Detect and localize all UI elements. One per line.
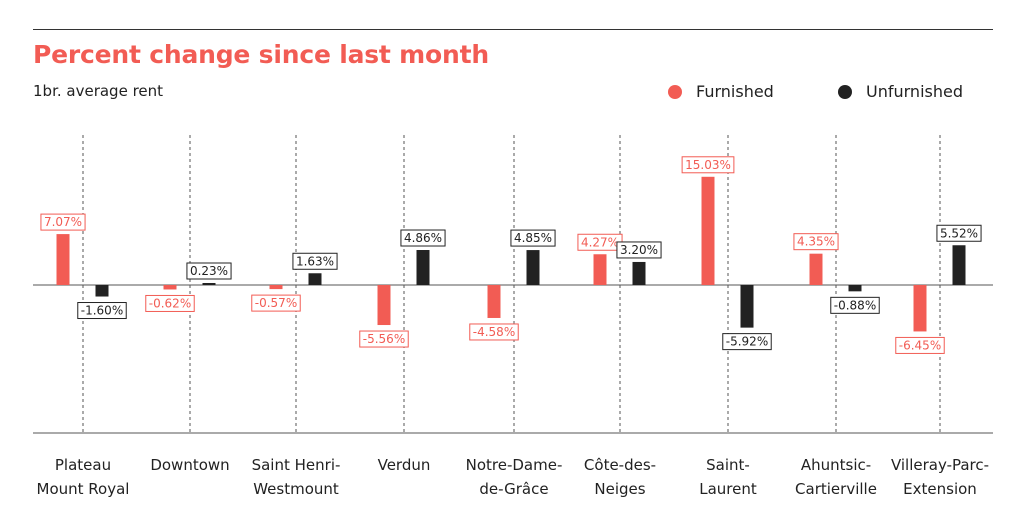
- category-label: Plateau Mount Royal: [36, 456, 130, 498]
- data-label-furnished: -6.45%: [899, 338, 941, 352]
- data-label-furnished-box: [469, 323, 519, 341]
- data-label-furnished-box: [359, 330, 409, 348]
- data-label-unfurnished: 3.20%: [620, 243, 658, 257]
- bar-furnished: [913, 285, 927, 332]
- bar-unfurnished: [416, 250, 430, 285]
- data-label-unfurnished: 0.23%: [190, 264, 228, 278]
- legend-swatch-furnished: [668, 84, 682, 99]
- data-label-furnished-box: [251, 294, 301, 312]
- data-label-furnished-box: [895, 336, 945, 354]
- top-rule: [33, 29, 993, 30]
- bar-unfurnished: [202, 283, 216, 285]
- bar-unfurnished: [632, 261, 646, 285]
- bar-unfurnished: [526, 250, 540, 285]
- bar-furnished: [377, 285, 391, 326]
- bar-furnished: [269, 285, 283, 290]
- bar-unfurnished: [95, 285, 109, 297]
- data-label-unfurnished: -5.92%: [726, 335, 768, 349]
- data-label-furnished: -4.58%: [473, 325, 515, 339]
- data-label-unfurnished-box: [77, 302, 127, 320]
- data-label-furnished: 4.35%: [797, 235, 835, 249]
- data-label-unfurnished: 4.85%: [514, 231, 552, 245]
- chart-title: Percent change since last month: [33, 40, 489, 69]
- data-label-unfurnished-box: [292, 252, 338, 270]
- legend-item-furnished: Furnished: [668, 82, 774, 101]
- bar-unfurnished: [952, 245, 966, 285]
- category-label: Villeray-Parc- Extension: [890, 456, 990, 498]
- data-label-unfurnished-box: [186, 262, 232, 280]
- data-label-furnished-box: [681, 156, 735, 174]
- data-label-furnished-box: [40, 213, 86, 231]
- data-label-unfurnished-box: [830, 296, 880, 314]
- legend-item-unfurnished: Unfurnished: [838, 82, 963, 101]
- bar-furnished: [809, 253, 823, 285]
- data-label-furnished: -0.62%: [149, 296, 191, 310]
- data-label-furnished: -5.56%: [363, 332, 405, 346]
- data-label-furnished: 7.07%: [44, 215, 82, 229]
- data-label-unfurnished: 5.52%: [940, 226, 978, 240]
- bar-furnished: [56, 234, 70, 285]
- category-label: Notre-Dame- de-Grâce: [465, 456, 563, 498]
- bar-furnished: [487, 285, 501, 318]
- data-label-unfurnished-box: [400, 229, 446, 247]
- data-label-unfurnished: -1.60%: [81, 304, 123, 318]
- legend-label-furnished: Furnished: [696, 82, 774, 101]
- bar-furnished: [163, 285, 177, 290]
- bar-unfurnished: [308, 273, 322, 285]
- category-label: Downtown: [150, 456, 230, 474]
- data-label-unfurnished-box: [616, 241, 662, 259]
- bar-furnished: [593, 254, 607, 285]
- category-label: Verdun: [377, 456, 431, 474]
- legend-label-unfurnished: Unfurnished: [866, 82, 963, 101]
- bar-unfurnished: [740, 285, 754, 328]
- data-label-furnished-box: [145, 294, 195, 312]
- category-label: Côte-des- Neiges: [583, 456, 657, 498]
- data-label-unfurnished-box: [722, 333, 772, 351]
- data-label-furnished-box: [793, 233, 839, 251]
- legend-swatch-unfurnished: [838, 84, 852, 99]
- data-label-unfurnished: 4.86%: [404, 231, 442, 245]
- data-label-unfurnished: -0.88%: [834, 298, 876, 312]
- data-label-unfurnished: 1.63%: [296, 254, 334, 268]
- data-label-furnished: 4.27%: [581, 235, 619, 249]
- data-label-unfurnished-box: [510, 229, 556, 247]
- category-label: Saint Henri- Westmount: [251, 456, 341, 498]
- bar-unfurnished: [848, 285, 862, 292]
- chart-subtitle: 1br. average rent: [33, 82, 164, 100]
- category-label: Ahuntsic- Cartierville: [795, 456, 877, 498]
- category-label: Saint- Laurent: [699, 456, 757, 498]
- data-label-unfurnished-box: [936, 224, 982, 242]
- data-label-furnished: -0.57%: [255, 296, 297, 310]
- bar-furnished: [701, 176, 715, 285]
- data-label-furnished: 15.03%: [685, 158, 731, 172]
